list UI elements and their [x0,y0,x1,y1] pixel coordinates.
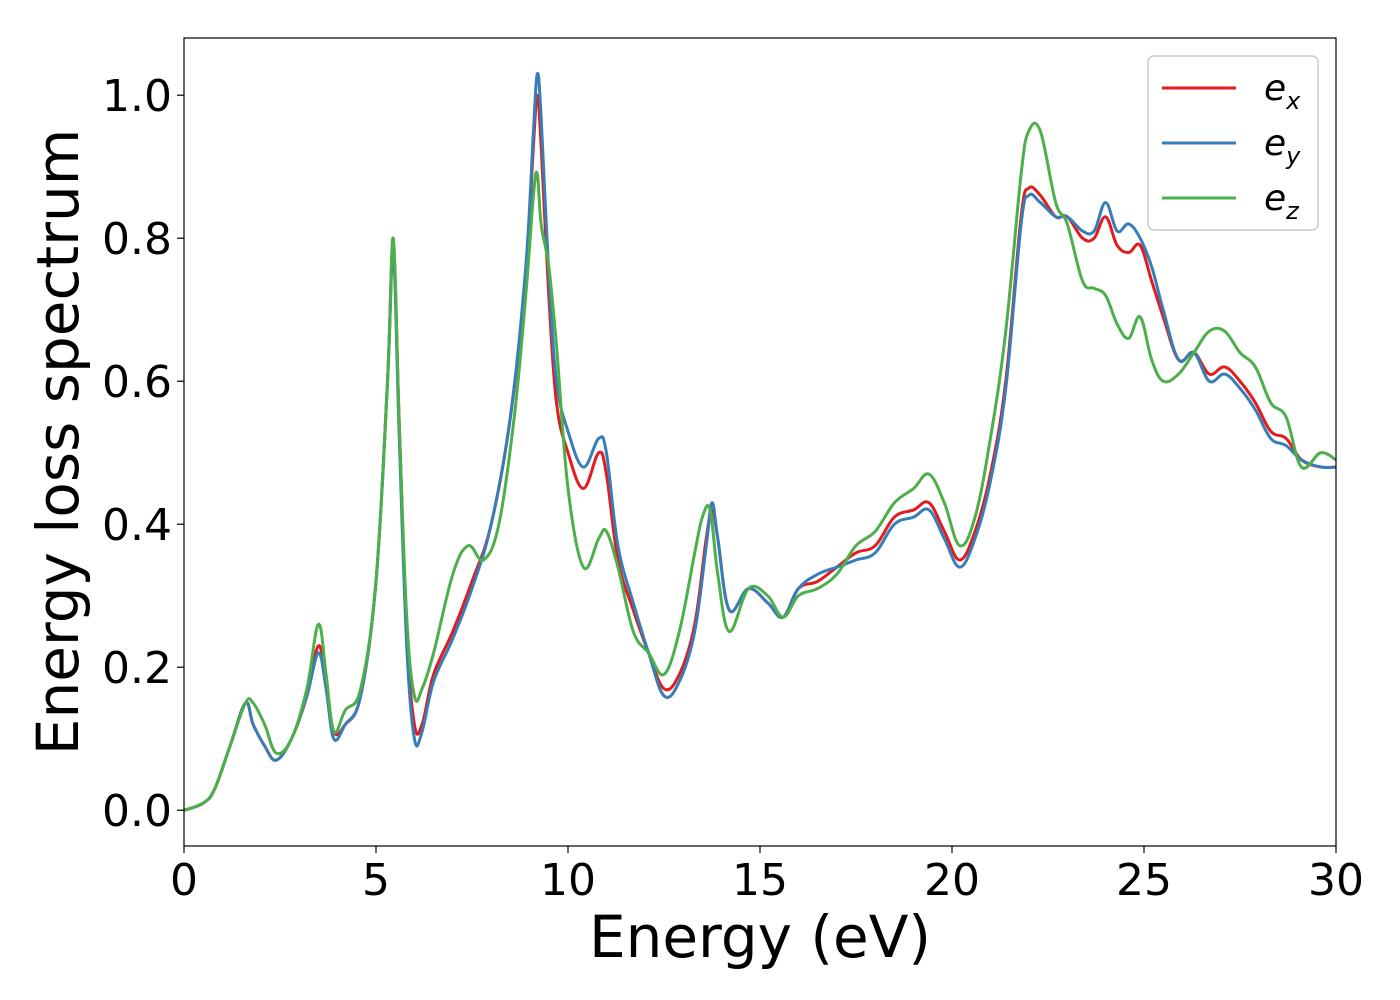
legend-label-subscript: y [1285,142,1301,170]
x-tick-label: 20 [924,855,980,906]
legend-label-base: e [1264,178,1286,219]
legend-label-subscript: x [1285,87,1301,115]
y-tick-label: 0.8 [102,214,172,265]
x-tick-label: 0 [170,855,198,906]
x-tick-label: 15 [732,855,788,906]
y-axis-title: Energy loss spectrum [24,129,92,755]
legend-label-y: ey [1264,123,1301,170]
series-layer [184,71,1336,812]
x-tick-label: 10 [540,855,596,906]
legend-label-base: e [1264,68,1286,109]
y-tick-label: 0.0 [102,786,172,837]
y-tick-label: 0.4 [102,500,172,551]
y-tick-label: 0.6 [102,357,172,408]
legend-label-x: ex [1264,68,1301,115]
x-tick-label: 30 [1308,855,1364,906]
x-tick-label: 25 [1116,855,1172,906]
y-tick-label: 1.0 [102,71,172,122]
x-tick-label: 5 [362,855,390,906]
x-axis-title: Energy (eV) [589,903,931,971]
y-tick-label: 0.2 [102,643,172,694]
legend-label-base: e [1264,123,1286,164]
series-line-z [184,121,1336,812]
plot-frame [183,37,1337,847]
series-group [184,71,1336,812]
legend-label-subscript: z [1285,197,1300,225]
legend-label-z: ez [1264,178,1300,225]
ticks-layer: 0 5 10 15 20 25 30 0.0 0.2 0.4 0.6 0.8 1.0 [102,71,1364,906]
